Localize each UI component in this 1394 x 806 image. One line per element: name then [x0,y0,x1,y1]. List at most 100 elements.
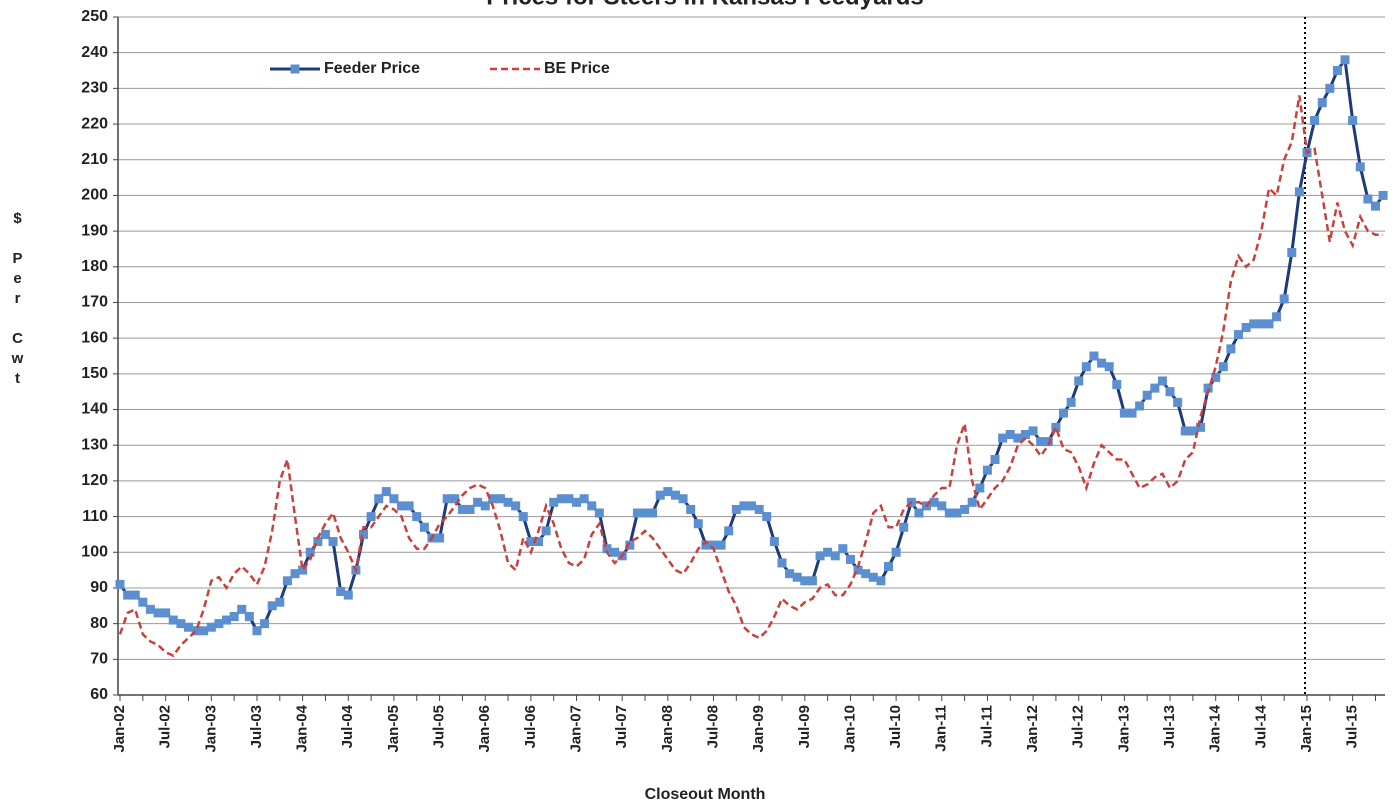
point [975,483,985,493]
point [853,565,863,575]
point [884,562,894,572]
x-tick-label: Jul-03 [248,705,265,748]
point [123,590,133,600]
point [747,501,757,511]
point [556,494,566,504]
point [1157,376,1167,386]
point [891,547,901,557]
point [1249,319,1259,329]
point [762,512,772,522]
point [1013,433,1023,443]
point [792,572,802,582]
point [168,615,178,625]
point [998,433,1008,443]
point [518,512,528,522]
point [754,504,764,514]
point [1287,248,1297,258]
point [564,494,574,504]
y-tick-label: 70 [90,651,108,668]
x-tick-label: Jul-04 [339,704,356,748]
point [777,558,787,568]
point [1066,397,1076,407]
point [336,587,346,597]
point [282,576,292,586]
point [579,494,589,504]
point [305,547,315,557]
point [990,454,1000,464]
point [290,569,300,579]
y-tick-label: 60 [90,686,108,703]
point [1142,390,1152,400]
point [1294,187,1304,197]
point [655,490,665,500]
point [495,494,505,504]
y-tick-label: 130 [81,436,108,453]
point [1005,430,1015,440]
x-tick-label: Jul-06 [522,705,539,748]
point [145,604,155,614]
point [130,590,140,600]
legend-label: Feeder Price [324,60,420,77]
y-tick-label: 120 [81,472,108,489]
point [1112,380,1122,390]
point [1203,383,1213,393]
point [183,622,193,632]
point [937,501,947,511]
point [533,537,543,547]
point [648,508,658,518]
point [1020,430,1030,440]
point [381,487,391,497]
point [1150,383,1160,393]
y-tick-label: 160 [81,329,108,346]
y-axis-title: $ Per Cwt [9,210,26,390]
point [861,569,871,579]
point [1370,201,1380,211]
y-tick-label: 210 [81,151,108,168]
x-tick-label: Jul-09 [796,705,813,748]
point [838,544,848,554]
point [1119,408,1129,418]
point [1310,115,1320,125]
point [701,540,711,550]
x-tick-label: Jan-08 [659,705,676,753]
point [1211,372,1221,382]
point [153,608,163,618]
point [944,508,954,518]
point [693,519,703,529]
point [358,529,368,539]
point [594,508,604,518]
chart-title: Prices for Steers in Kansas Feedyards [486,0,924,10]
point [1355,162,1365,172]
point [1059,408,1069,418]
point [260,619,270,629]
point [1043,437,1053,447]
point [1256,319,1266,329]
x-tick-label: Jan-12 [1024,705,1041,753]
y-tick-label: 90 [90,579,108,596]
y-tick-label: 80 [90,615,108,632]
point [1097,358,1107,368]
point [1180,426,1190,436]
point [929,497,939,507]
y-tick-label: 200 [81,187,108,204]
y-tick-label: 220 [81,115,108,132]
point [480,501,490,511]
point [1340,55,1350,65]
point [716,540,726,550]
x-tick-label: Jul-11 [978,705,995,748]
point [1051,422,1061,432]
point [1378,190,1388,200]
point [366,512,376,522]
point [252,626,262,636]
point [960,504,970,514]
point [830,551,840,561]
point [1332,66,1342,76]
point [435,533,445,543]
point [549,497,559,507]
point [625,540,635,550]
x-tick-label: Jan-03 [202,705,219,753]
point [115,579,125,589]
point [663,487,673,497]
